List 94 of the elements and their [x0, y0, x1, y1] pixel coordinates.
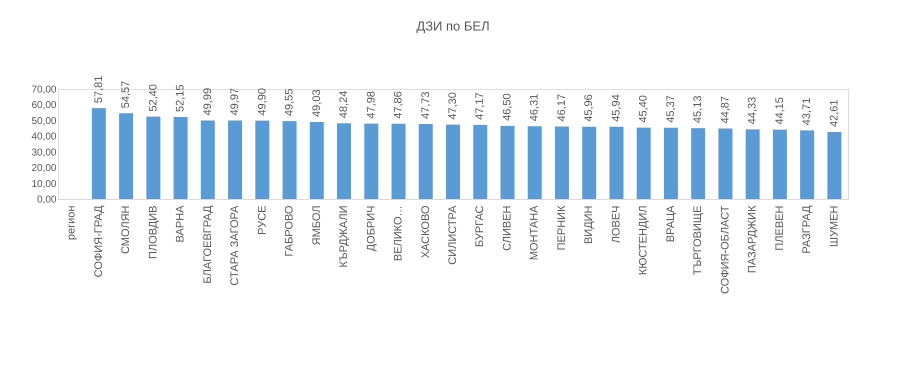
x-tick-label: СОФИЯ-ОБЛАСТ	[719, 205, 732, 294]
data-label: 57,81	[92, 76, 105, 104]
bar	[746, 129, 760, 199]
bar	[827, 132, 842, 199]
x-tick-label: БУРГАС	[474, 205, 486, 248]
x-tick-label: ВЕЛИКО…	[392, 206, 405, 262]
x-tick-label: ВИДИН	[583, 205, 596, 244]
data-label: 46,17	[556, 94, 568, 122]
x-tick-label: ТЪРГОВИЩЕ	[692, 206, 704, 276]
bar	[200, 120, 215, 199]
data-label: 43,71	[801, 98, 814, 126]
bar	[664, 128, 678, 199]
data-label: 52,15	[174, 84, 187, 112]
x-tick-label: РАЗГРАД	[801, 204, 814, 254]
y-tick-label: 40,00	[31, 132, 57, 143]
data-label: 46,31	[528, 94, 541, 122]
data-label: 45,40	[638, 95, 650, 123]
x-tick-label: РУСЕ	[256, 206, 268, 235]
data-label: 49,99	[202, 88, 214, 116]
bar	[772, 130, 787, 199]
x-tick-label: ГАБРОВО	[284, 205, 296, 256]
data-label: 47,86	[392, 91, 405, 119]
bar	[500, 126, 514, 199]
x-tick-label: ЛОВЕЧ	[610, 206, 622, 244]
x-tick-label: ПЛЕВЕН	[774, 205, 786, 251]
data-label: 45,37	[664, 95, 677, 123]
x-tick-label: ВАРНА	[174, 204, 187, 242]
x-tick-label: ПАЗАРДЖИК	[746, 204, 759, 274]
x-tick-label: СЛИВЕН	[501, 205, 514, 251]
data-label: 42,61	[828, 100, 840, 128]
bar	[364, 124, 378, 199]
bar	[310, 122, 324, 199]
bar	[528, 126, 542, 199]
data-label: 52,40	[147, 84, 160, 112]
bar	[92, 108, 106, 199]
y-tick-label: 30,00	[31, 147, 57, 158]
x-tick-label: СИЛИСТРА	[447, 204, 459, 265]
data-label: 49,55	[284, 88, 296, 116]
bar	[282, 121, 297, 199]
data-label: 45,96	[583, 94, 596, 122]
data-label: 49,90	[256, 88, 268, 116]
data-label: 48,24	[338, 90, 350, 118]
x-tick-label: СТАРА ЗАГОРА	[229, 204, 242, 286]
x-tick-label: КЮСТЕНДИЛ	[638, 206, 650, 276]
bar	[718, 128, 732, 199]
bar	[609, 126, 624, 199]
x-tick-label: ДОБРИЧ	[365, 206, 378, 252]
bar	[392, 124, 406, 199]
x-tick-label: БЛАГОЕВГРАД	[202, 204, 214, 284]
data-label: 49,03	[310, 89, 323, 117]
x-tick-label: СОФИЯ-ГРАД	[92, 204, 105, 278]
chart-title: ДЗИ по БЕЛ	[416, 18, 490, 34]
x-tick-label: МОНТАНА	[528, 204, 541, 260]
bar	[800, 130, 814, 199]
data-label: 44,87	[719, 96, 732, 124]
y-tick-label: 10,00	[31, 178, 57, 190]
y-tick-label: 60,00	[31, 100, 57, 112]
data-label: 47,17	[474, 92, 486, 120]
bar	[418, 124, 433, 199]
data-label: 44,33	[746, 96, 759, 124]
data-label: 49,97	[229, 88, 242, 116]
x-tick-label: ВРАЦА	[664, 204, 677, 242]
y-tick-label: 20,00	[31, 163, 57, 174]
data-label: 46,50	[501, 93, 514, 121]
x-tick-label: ХАСКОВО	[420, 205, 432, 258]
bar	[174, 117, 188, 199]
bar	[582, 126, 596, 199]
x-tick-label: регион	[66, 206, 78, 240]
x-tick-label: ПЛОВДИВ	[147, 206, 160, 259]
bar	[636, 128, 651, 199]
data-label: 47,30	[447, 92, 459, 120]
y-tick-label: 50,00	[31, 116, 57, 127]
x-tick-label: КЪРДЖАЛИ	[338, 206, 350, 268]
bar	[228, 120, 242, 199]
data-label: 44,15	[774, 97, 786, 125]
bar	[446, 124, 460, 199]
bar	[691, 128, 706, 199]
bar	[337, 123, 352, 199]
data-label: 47,98	[365, 91, 378, 119]
data-label: 54,57	[120, 80, 132, 108]
bar	[119, 113, 134, 199]
y-tick-label: 0,00	[37, 194, 57, 206]
bar	[473, 124, 488, 199]
data-label: 47,73	[420, 91, 432, 119]
x-tick-label: СМОЛЯН	[120, 205, 132, 254]
y-tick-label: 70,00	[31, 84, 57, 96]
x-tick-label: ЯМБОЛ	[310, 206, 323, 246]
data-label: 45,94	[610, 94, 622, 122]
x-tick-label: ПЕРНИК	[556, 204, 568, 250]
bar	[554, 126, 569, 199]
data-label: 45,13	[692, 96, 704, 124]
bar	[255, 120, 270, 199]
x-tick-label: ШУМЕН	[828, 205, 840, 248]
bar	[146, 116, 160, 199]
